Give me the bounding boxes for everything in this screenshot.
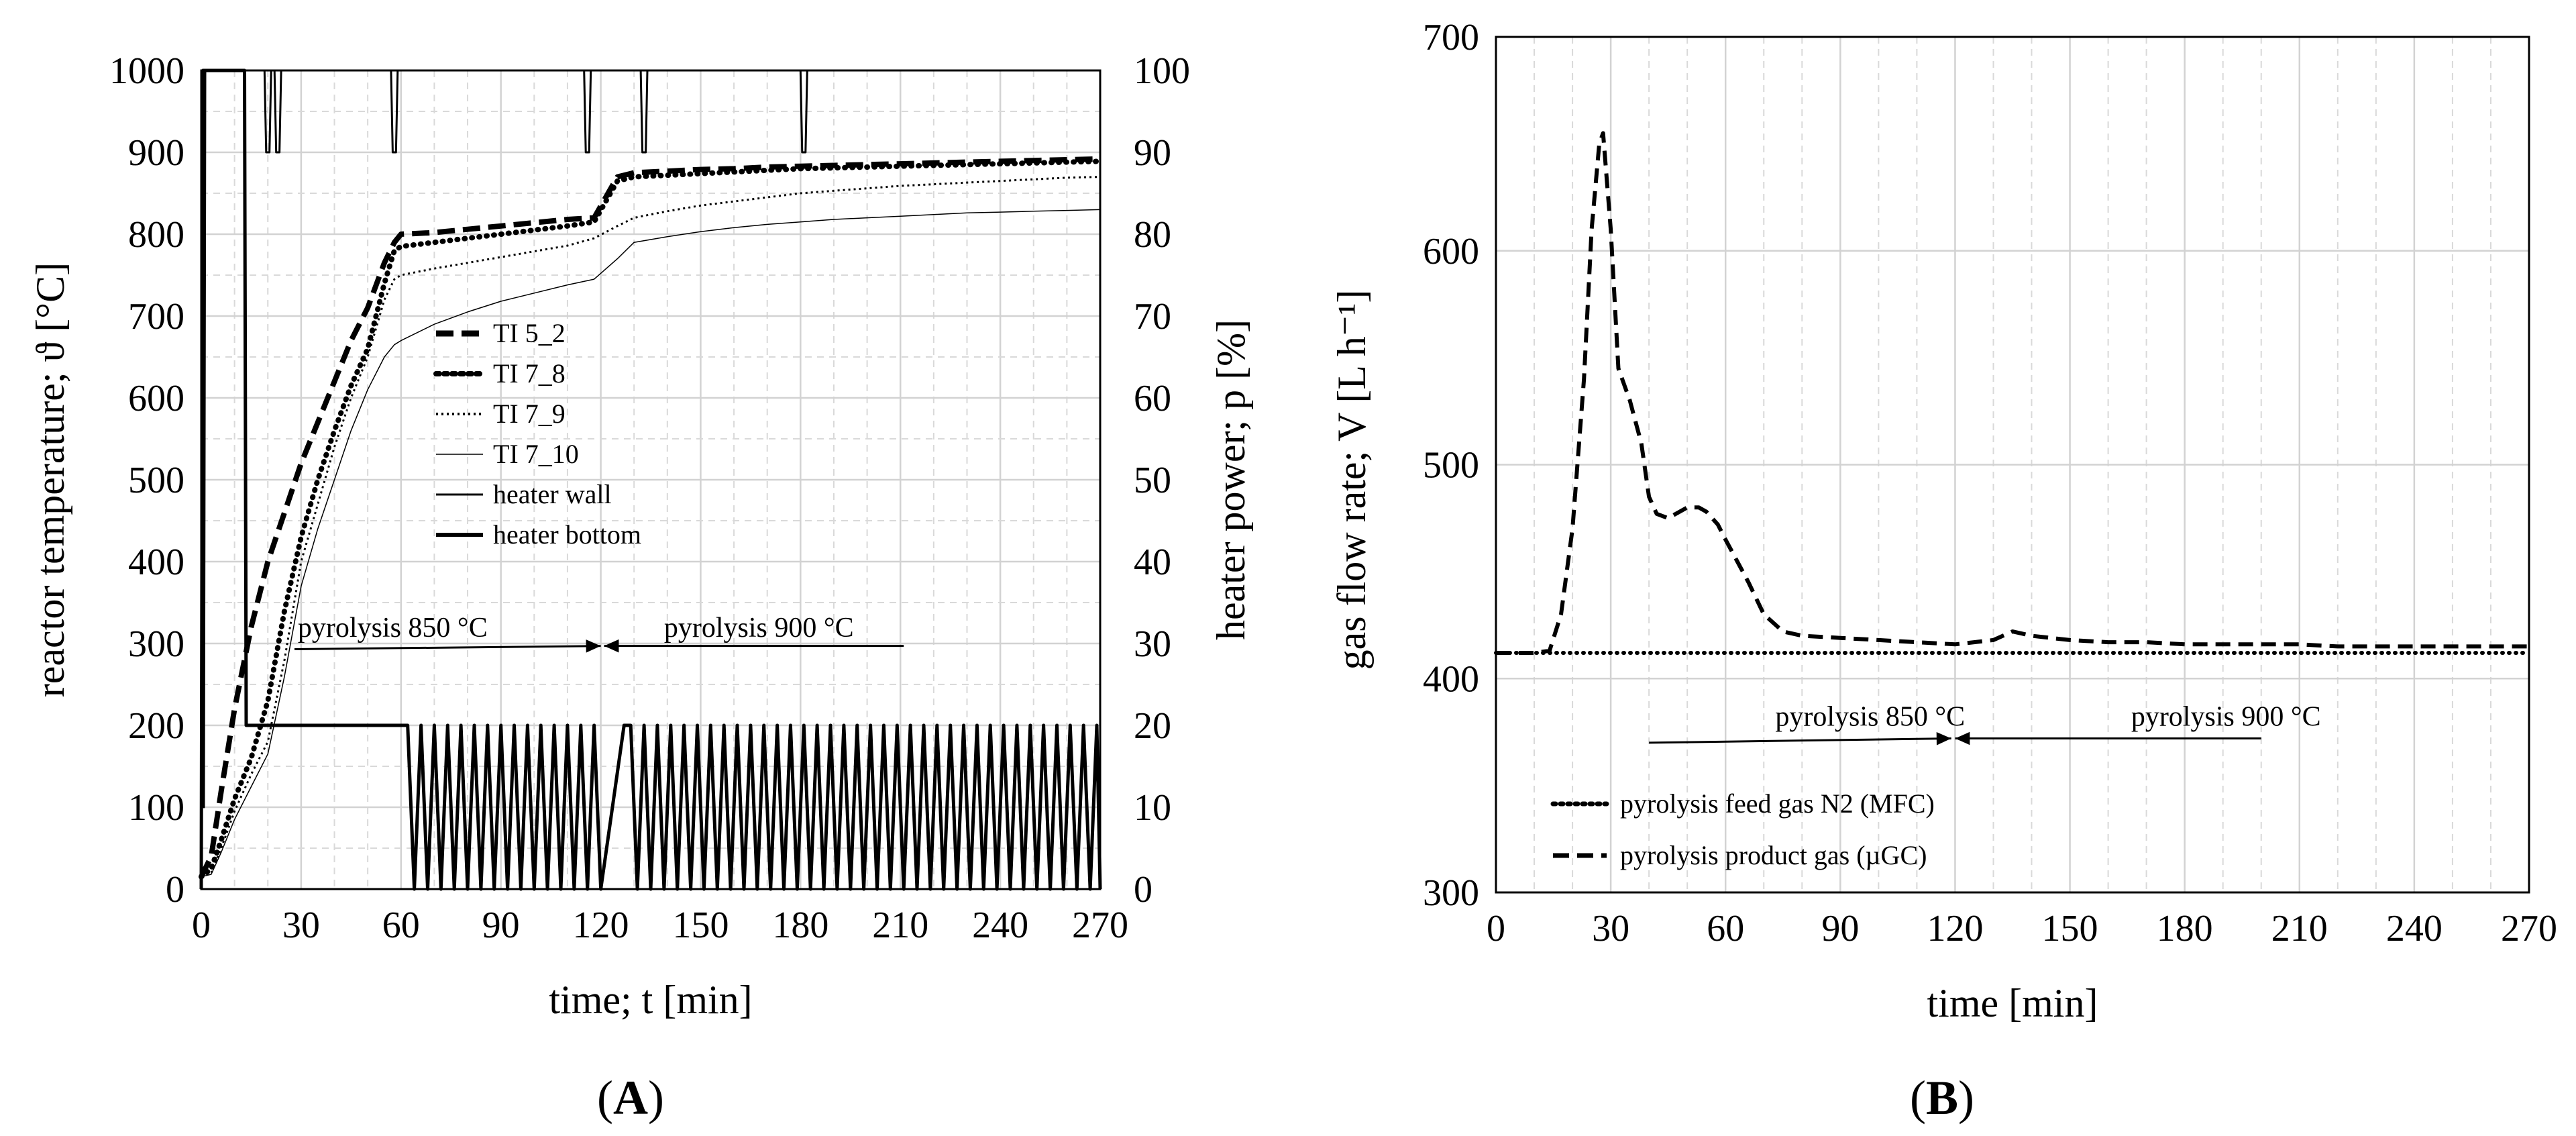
x-tick-label: 150	[2042, 908, 2098, 949]
y2-tick-label: 10	[1134, 787, 1171, 829]
panel-b-label: (B)	[1910, 1071, 1974, 1125]
y-tick-label: 900	[128, 132, 184, 174]
panel-b-x-axis-label: time [min]	[1927, 981, 2098, 1025]
panel-a-y-ticks: 0 100 200 300 400 500 600 700 800 900 1000	[109, 50, 184, 911]
y-tick-label: 100	[128, 787, 184, 829]
annotation-text: pyrolysis 850 °C	[1775, 701, 1965, 732]
annotation-text: pyrolysis 900 °C	[2131, 701, 2321, 732]
panel-b-legend: pyrolysis feed gas N2 (MFC) pyrolysis pr…	[1550, 788, 1935, 870]
panel-a-label-letter: A	[613, 1071, 648, 1125]
x-tick-label: 210	[2271, 908, 2328, 949]
series-line-pyrolysis-product-gas-gc	[1496, 131, 2529, 655]
y-tick-label: 300	[1423, 872, 1479, 914]
y2-tick-label: 60	[1134, 378, 1171, 419]
panel-b-grid	[1496, 37, 2529, 892]
panel-a-plot-frame	[200, 69, 1102, 890]
legend-label-feed-gas: pyrolysis feed gas N2 (MFC)	[1620, 788, 1935, 819]
x-tick-label: 30	[282, 905, 320, 946]
y2-tick-label: 70	[1134, 296, 1171, 338]
x-tick-label: 60	[382, 905, 420, 946]
series-line-ti-7-10	[201, 209, 1101, 878]
x-tick-label: 120	[573, 905, 629, 946]
y-tick-label: 800	[128, 214, 184, 256]
y-tick-label: 500	[1423, 445, 1479, 486]
panel-a-x-ticks: 0 30 60 90 120 150 180 210 240 270	[192, 905, 1128, 946]
legend-label-ti-7-9: TI 7_9	[493, 399, 566, 429]
y2-tick-label: 0	[1134, 869, 1152, 911]
x-tick-label: 210	[872, 905, 928, 946]
x-tick-label: 150	[672, 905, 729, 946]
annotation-arrow-shaft	[1649, 737, 1951, 744]
x-tick-label: 270	[1072, 905, 1128, 946]
annotation-text: pyrolysis 900 °C	[664, 613, 854, 643]
legend-label-heater-bottom: heater bottom	[493, 519, 641, 550]
annotation-text: pyrolysis 850 °C	[298, 613, 488, 643]
panel-b-series	[1494, 131, 2531, 655]
y-tick-label: 1000	[109, 50, 184, 92]
legend-label-ti-5-2: TI 5_2	[493, 318, 566, 348]
y2-tick-label: 100	[1134, 50, 1190, 92]
y2-tick-label: 20	[1134, 705, 1171, 747]
annotation-arrow-shaft	[294, 645, 601, 651]
x-tick-label: 240	[2386, 908, 2443, 949]
panel-b-y-axis-label: gas flow rate; V [L h⁻¹]	[1330, 290, 1374, 670]
legend-label-ti-7-10: TI 7_10	[493, 439, 579, 469]
series-line-ti-7-9	[201, 176, 1101, 878]
panel-b-label-letter: B	[1926, 1071, 1958, 1125]
x-tick-label: 90	[1821, 908, 1859, 949]
y2-tick-label: 90	[1134, 132, 1171, 174]
panel-b-x-ticks: 0 30 60 90 120 150 180 210 240 270	[1487, 908, 2557, 949]
y2-tick-label: 40	[1134, 541, 1171, 583]
panel-b-chart: 0 30 60 90 120 150 180 210 240 270 300 400 500 600 70…	[1330, 17, 2557, 1125]
x-tick-label: 60	[1707, 908, 1744, 949]
y-tick-label: 600	[1423, 231, 1479, 272]
x-tick-label: 240	[972, 905, 1028, 946]
x-tick-label: 180	[772, 905, 828, 946]
y-tick-label: 0	[166, 869, 184, 911]
y2-tick-label: 80	[1134, 214, 1171, 256]
panel-a-y2-axis-label: heater power; p [%]	[1209, 319, 1253, 640]
legend-label-heater-wall: heater wall	[493, 479, 612, 509]
y-tick-label: 700	[128, 296, 184, 338]
series-line-heater-bottom	[199, 68, 1102, 891]
annotation-arrow-head	[1936, 732, 1951, 745]
y-tick-label: 300	[128, 623, 184, 665]
y2-tick-label: 30	[1134, 623, 1171, 665]
legend-label-product-gas: pyrolysis product gas (µGC)	[1620, 840, 1927, 870]
x-tick-label: 0	[192, 905, 211, 946]
panel-a-label: (A)	[597, 1071, 664, 1125]
annotation-arrow-head	[586, 639, 601, 653]
y-tick-label: 700	[1423, 17, 1479, 58]
annotation-arrow-head	[1955, 731, 1970, 745]
y-tick-label: 500	[128, 460, 184, 501]
y2-tick-label: 50	[1134, 460, 1171, 501]
x-tick-label: 120	[1927, 908, 1983, 949]
x-tick-label: 90	[482, 905, 520, 946]
panel-a-x-axis-label: time; t [min]	[549, 978, 752, 1022]
panel-a-legend: TI 5_2 TI 7_8 TI 7_9 TI 7_10 heater wall…	[433, 318, 641, 550]
y-tick-label: 400	[1423, 658, 1479, 700]
panel-b-y-ticks: 300 400 500 600 700	[1423, 17, 1479, 914]
panel-b-plot-frame	[1495, 36, 2530, 894]
x-tick-label: 270	[2501, 908, 2557, 949]
legend-label-ti-7-8: TI 7_8	[493, 358, 566, 389]
x-tick-label: 180	[2157, 908, 2213, 949]
annotation-arrow-head	[604, 639, 619, 653]
series-line-ti-7-8	[199, 158, 1103, 880]
panel-a-y-axis-label: reactor temperature; ϑ [°C]	[28, 262, 72, 697]
series-line-ti-5-2	[199, 156, 1101, 878]
panel-a-annotations: pyrolysis 850 °C pyrolysis 900 °C	[294, 613, 904, 653]
panel-a-chart: 0 30 60 90 120 150 180 210 240 270 01002003004005…	[28, 50, 1253, 1125]
panel-a-y2-ticks: 0 10 20 30 40 50 60 70 80 90 100	[1134, 50, 1190, 911]
x-tick-label: 30	[1592, 908, 1629, 949]
x-tick-label: 0	[1487, 908, 1505, 949]
y-tick-label: 200	[128, 705, 184, 747]
panel-b-annotations: pyrolysis 850 °C pyrolysis 900 °C	[1649, 701, 2321, 745]
y-tick-label: 400	[128, 541, 184, 583]
y-tick-label: 600	[128, 378, 184, 419]
